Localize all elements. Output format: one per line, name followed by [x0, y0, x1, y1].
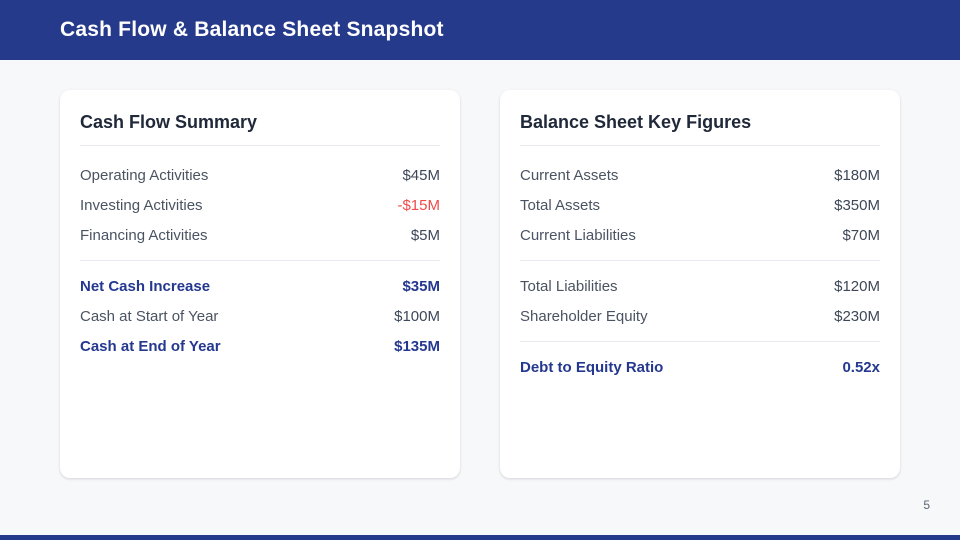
- row-value: $100M: [394, 307, 440, 325]
- table-row: Financing Activities $5M: [80, 220, 440, 250]
- row-label: Net Cash Increase: [80, 277, 211, 295]
- table-row: Shareholder Equity $230M: [520, 301, 880, 331]
- table-row-total: Debt to Equity Ratio 0.52x: [520, 352, 880, 382]
- table-row: Cash at Start of Year $100M: [80, 301, 440, 331]
- row-value: $5M: [410, 226, 440, 244]
- title-divider: [80, 145, 440, 146]
- row-label: Financing Activities: [80, 226, 208, 244]
- table-row-total: Net Cash Increase $35M: [80, 271, 440, 301]
- row-value: $180M: [834, 166, 880, 184]
- cash-flow-card-title: Cash Flow Summary: [80, 112, 258, 132]
- balance-sheet-card-title: Balance Sheet Key Figures: [520, 112, 752, 132]
- table-row: Total Liabilities $120M: [520, 271, 880, 301]
- row-value: $45M: [402, 166, 440, 184]
- group-divider: [520, 341, 880, 342]
- page-title: Cash Flow & Balance Sheet Snapshot: [60, 18, 444, 41]
- row-label: Shareholder Equity: [520, 307, 648, 325]
- row-value: $70M: [842, 226, 880, 244]
- row-label: Cash at Start of Year: [80, 307, 219, 325]
- table-row: Current Liabilities $70M: [520, 220, 880, 250]
- row-label: Total Assets: [520, 196, 601, 214]
- row-label: Cash at End of Year: [80, 337, 221, 355]
- row-value: 0.52x: [842, 358, 880, 376]
- row-value: $350M: [834, 196, 880, 214]
- row-value: $135M: [394, 337, 440, 355]
- row-value: $120M: [834, 277, 880, 295]
- row-label: Investing Activities: [80, 196, 203, 214]
- row-label: Current Assets: [520, 166, 619, 184]
- row-value-negative: -$15M: [397, 196, 440, 214]
- slide-header: Cash Flow & Balance Sheet Snapshot: [0, 0, 960, 60]
- balance-sheet-card: Balance Sheet Key Figures Current Assets…: [500, 90, 900, 478]
- footer-accent-bar: [0, 535, 960, 540]
- row-value: $35M: [402, 277, 440, 295]
- row-label: Debt to Equity Ratio: [520, 358, 664, 376]
- row-label: Total Liabilities: [520, 277, 618, 295]
- page-number: 5: [923, 498, 930, 512]
- group-divider: [80, 260, 440, 261]
- table-row-total: Cash at End of Year $135M: [80, 331, 440, 361]
- table-row: Current Assets $180M: [520, 160, 880, 190]
- cash-flow-summary-card: Cash Flow Summary Operating Activities $…: [60, 90, 460, 478]
- table-row: Operating Activities $45M: [80, 160, 440, 190]
- table-row: Total Assets $350M: [520, 190, 880, 220]
- row-label: Operating Activities: [80, 166, 209, 184]
- group-divider: [520, 260, 880, 261]
- title-divider: [520, 145, 880, 146]
- table-row: Investing Activities -$15M: [80, 190, 440, 220]
- row-value: $230M: [834, 307, 880, 325]
- row-label: Current Liabilities: [520, 226, 636, 244]
